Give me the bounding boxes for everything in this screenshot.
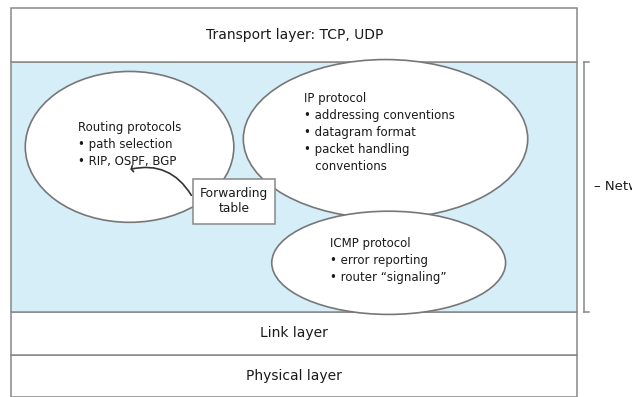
Text: Transport layer: TCP, UDP: Transport layer: TCP, UDP [205, 28, 383, 42]
Bar [11, 355, 577, 397]
Text: Link layer: Link layer [260, 326, 328, 341]
Text: Forwarding
table: Forwarding table [200, 187, 268, 216]
Ellipse shape [25, 71, 234, 222]
Text: Physical layer: Physical layer [246, 369, 342, 383]
Text: Routing protocols
• path selection
• RIP, OSPF, BGP: Routing protocols • path selection • RIP… [78, 121, 181, 168]
Bar [11, 62, 577, 312]
Bar [11, 8, 577, 62]
Text: – Network layer: – Network layer [594, 180, 632, 193]
Ellipse shape [243, 60, 528, 218]
Bar [193, 179, 275, 224]
Text: ICMP protocol
• error reporting
• router “signaling”: ICMP protocol • error reporting • router… [331, 237, 447, 284]
Text: IP protocol
• addressing conventions
• datagram format
• packet handling
   conv: IP protocol • addressing conventions • d… [304, 93, 454, 173]
Ellipse shape [272, 211, 506, 314]
Bar [11, 312, 577, 355]
